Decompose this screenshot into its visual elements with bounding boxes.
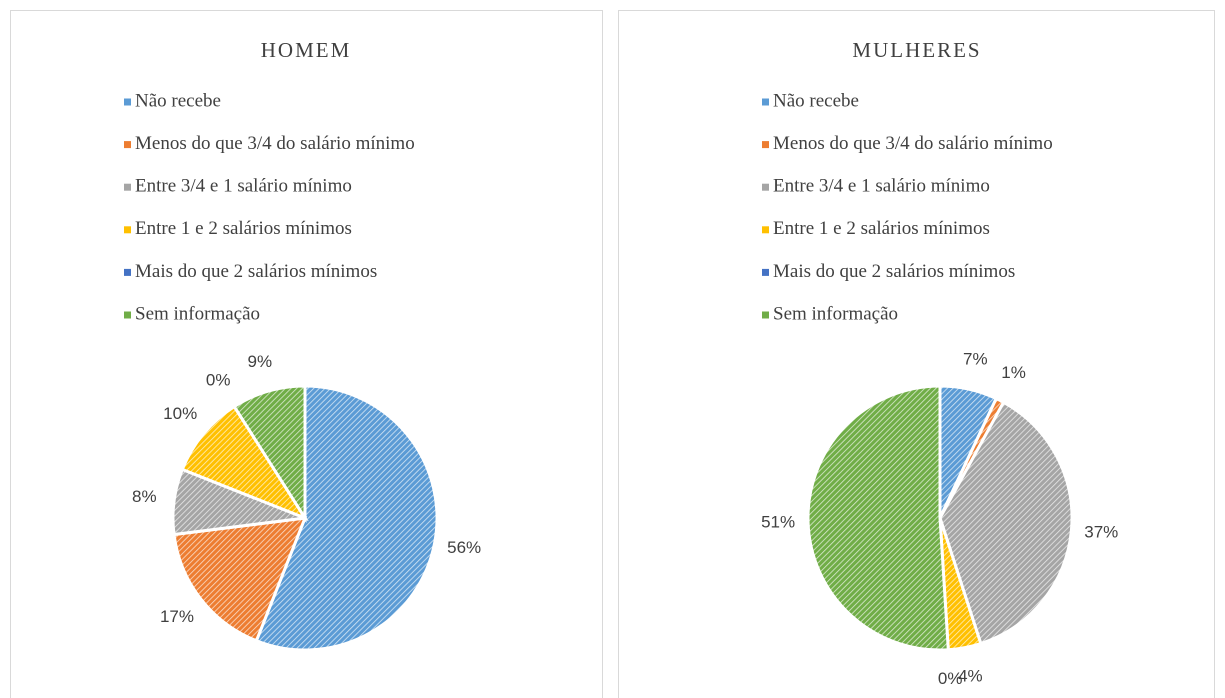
data-label: 51% [761,513,795,532]
legend-label: Entre 3/4 e 1 salário mínimo [135,176,352,197]
pie-slice [172,516,308,643]
legend-marker [762,226,769,234]
data-label: 0% [938,669,963,688]
legend-marker [124,268,131,276]
data-label: 37% [1084,523,1118,542]
legend-marker [124,183,131,191]
pie-slice [232,384,307,524]
chart-title: HOMEM [261,38,352,62]
legend-label: Menos do que 3/4 do salário mínimo [773,133,1053,154]
legend-marker [762,98,769,106]
legend-label: Entre 3/4 e 1 salário mínimo [773,176,990,197]
data-label: 0% [206,371,231,390]
data-label: 9% [248,352,273,371]
legend-marker [124,226,131,234]
data-label: 10% [163,404,197,423]
legend-label: Não recebe [135,90,221,111]
legend-marker [762,141,769,149]
chart-title: MULHERES [852,38,981,62]
legend-marker [762,268,769,276]
data-label: 7% [963,349,988,368]
data-label: 56% [447,538,481,557]
pie-slice [180,404,309,522]
data-label: 1% [1001,363,1026,382]
data-label: 4% [958,667,983,686]
pie-slice [254,384,439,652]
pie-slice [806,384,950,652]
legend-label: Menos do que 3/4 do salário mínimo [135,133,415,154]
legend-label: Sem informação [135,303,260,324]
legend-marker [124,311,131,319]
legend-marker [124,141,131,149]
data-label: 8% [132,487,157,506]
data-label: 17% [160,607,194,626]
legend-label: Entre 1 e 2 salários mínimos [773,218,990,239]
legend-label: Mais do que 2 salários mínimos [135,261,377,282]
legend-marker [762,183,769,191]
legend-label: Não recebe [773,90,859,111]
legend-label: Mais do que 2 salários mínimos [773,261,1015,282]
pie-slice [938,400,1074,646]
legend-label: Entre 1 e 2 salários mínimos [135,218,352,239]
legend-marker [762,311,769,319]
legend-marker [124,98,131,106]
legend-label: Sem informação [773,303,898,324]
